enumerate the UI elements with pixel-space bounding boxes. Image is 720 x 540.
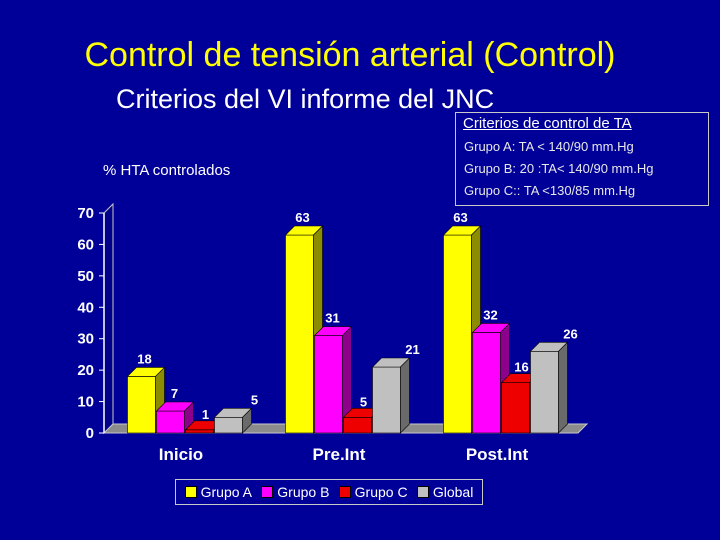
legend-item-grupo-a: Grupo A xyxy=(184,484,252,500)
legend-swatch xyxy=(184,486,197,498)
data-label: 21 xyxy=(405,342,419,357)
bar-side xyxy=(558,341,568,434)
y-axis-label: % HTA controlados xyxy=(103,162,231,179)
y-tick-label: 50 xyxy=(77,268,94,285)
slide-title: Control de tensión arterial (Control) xyxy=(84,36,616,74)
data-label: 5 xyxy=(251,392,258,407)
bar-grupo-a xyxy=(285,234,314,434)
legend-label: Grupo A xyxy=(200,484,252,500)
data-label: 5 xyxy=(360,394,367,409)
criteria-line-b: Grupo B: 20 :TA< 140/90 mm.Hg xyxy=(464,161,654,176)
side-wall xyxy=(103,202,114,435)
data-label: 31 xyxy=(325,311,339,326)
bar-grupo-b xyxy=(156,410,185,434)
bar-side xyxy=(242,407,252,434)
bar-grupo-b xyxy=(472,332,501,434)
data-label: 26 xyxy=(563,326,577,341)
legend-swatch xyxy=(261,486,274,498)
legend-swatch xyxy=(338,486,351,498)
criteria-box: Criterios de control de TA Grupo A: TA <… xyxy=(455,112,709,206)
data-label: 63 xyxy=(453,210,467,225)
criteria-line-a: Grupo A: TA < 140/90 mm.Hg xyxy=(464,139,634,154)
data-label: 1 xyxy=(202,407,209,422)
bar-grupo-c xyxy=(343,416,372,434)
criteria-title: Criterios de control de TA xyxy=(463,115,632,132)
x-category-label: Inicio xyxy=(159,445,203,464)
bar-global xyxy=(530,350,559,434)
y-tick-label: 30 xyxy=(77,331,94,348)
criteria-line-c: Grupo C:: TA <130/85 mm.Hg xyxy=(464,183,636,198)
bar-global xyxy=(372,366,401,434)
legend-label: Grupo C xyxy=(354,484,408,500)
y-tick-label: 70 xyxy=(77,205,94,222)
data-label: 7 xyxy=(171,386,178,401)
bar-grupo-a xyxy=(443,234,472,434)
y-tick-label: 20 xyxy=(77,362,94,379)
bar-grupo-a xyxy=(127,376,156,434)
y-tick-label: 40 xyxy=(77,299,94,316)
y-tick-label: 10 xyxy=(77,394,94,411)
x-category-label: Post.Int xyxy=(466,445,529,464)
series-legend: Grupo A Grupo B Grupo C Global xyxy=(175,479,483,505)
bar-grupo-c xyxy=(501,382,530,434)
legend-item-grupo-c: Grupo C xyxy=(338,484,408,500)
data-label: 32 xyxy=(483,307,497,322)
legend-item-grupo-b: Grupo B xyxy=(261,484,329,500)
data-label: 16 xyxy=(514,360,528,375)
slide-subtitle: Criterios del VI informe del JNC xyxy=(116,84,495,114)
data-label: 18 xyxy=(137,351,151,366)
y-tick-label: 0 xyxy=(86,425,94,442)
bar-side xyxy=(400,357,410,434)
legend-label: Global xyxy=(432,484,474,500)
legend-item-global: Global xyxy=(416,484,474,500)
x-category-label: Pre.Int xyxy=(313,445,366,464)
legend-swatch xyxy=(416,486,429,498)
legend-label: Grupo B xyxy=(277,484,330,500)
bar-global xyxy=(214,416,243,434)
data-label: 63 xyxy=(295,210,309,225)
bar-grupo-b xyxy=(314,335,343,434)
bar-grupo-c xyxy=(185,429,214,434)
y-tick-label: 60 xyxy=(77,236,94,253)
